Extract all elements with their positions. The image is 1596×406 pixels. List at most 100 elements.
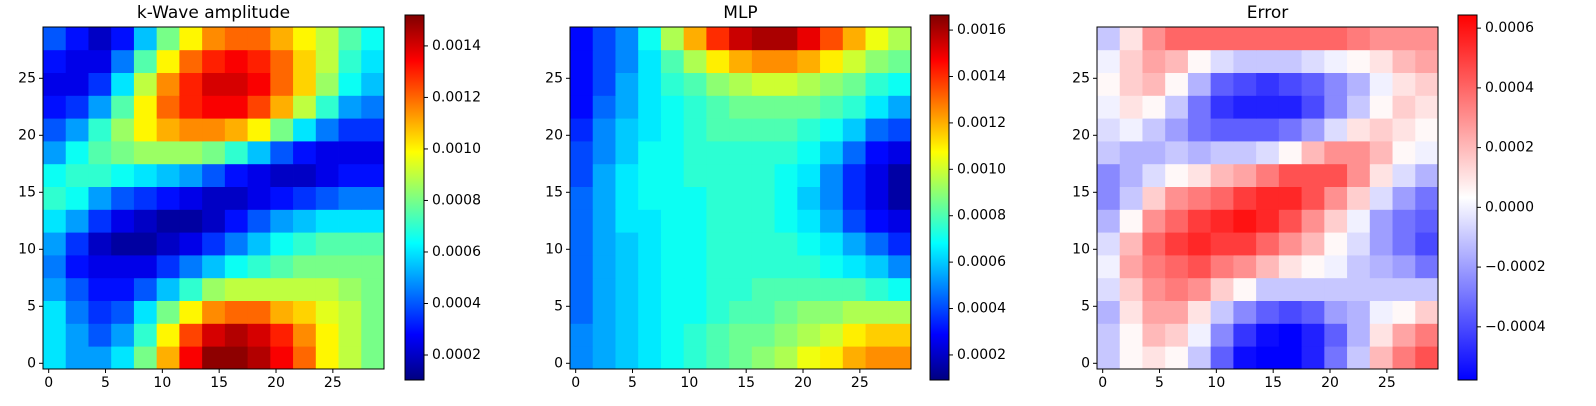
heatmap-cell (1187, 49, 1212, 73)
heatmap-cell (842, 49, 866, 73)
heatmap-cell (202, 186, 226, 210)
heatmap-cell (247, 300, 271, 324)
heatmap-cell (660, 186, 685, 210)
colorbar-tick-label: 0.0008 (432, 192, 481, 208)
heatmap-cell (683, 27, 707, 51)
heatmap-cell (1301, 141, 1325, 165)
heatmap-cell (224, 232, 248, 256)
heatmap-cell (706, 141, 730, 165)
heatmap-cell (224, 323, 248, 347)
heatmap-cell (797, 277, 821, 301)
heatmap-cell (1097, 72, 1121, 96)
heatmap-cell (751, 255, 775, 279)
heatmap-cell (1233, 163, 1257, 187)
heatmap-cell (797, 232, 821, 256)
y-tick-label: 15 (545, 184, 563, 200)
heatmap-cell (270, 209, 294, 233)
heatmap-cell (361, 186, 385, 210)
y-tick-label: 20 (545, 127, 563, 143)
heatmap-cell (1187, 346, 1212, 370)
colorbar-tick-label: 0.0006 (432, 244, 481, 260)
heatmap-cell (43, 49, 67, 73)
chart-title: MLP (723, 3, 757, 23)
heatmap-cell (888, 49, 912, 73)
heatmap-cell (615, 72, 639, 96)
heatmap-cell (1187, 141, 1212, 165)
heatmap-cell (1369, 255, 1393, 279)
heatmap-cell (865, 72, 889, 96)
heatmap-cell (224, 346, 248, 370)
heatmap-cell (1301, 300, 1325, 324)
heatmap-cell (65, 255, 89, 279)
heatmap-cell (751, 49, 775, 73)
heatmap-cell (179, 27, 203, 51)
heatmap-cell (570, 346, 594, 370)
heatmap-cell (1097, 255, 1121, 279)
heatmap-cell (293, 186, 317, 210)
heatmap-cell (1392, 27, 1416, 51)
heatmap-cell (361, 300, 385, 324)
x-tick-label: 5 (628, 375, 637, 391)
heatmap-cell (315, 323, 339, 347)
heatmap-cell (133, 95, 158, 119)
heatmap-cell (88, 163, 112, 187)
heatmap-cell (247, 277, 271, 301)
colorbar (1457, 14, 1478, 381)
heatmap-cell (65, 300, 89, 324)
heatmap-cell (1347, 346, 1371, 370)
heatmap-cell (1187, 27, 1212, 51)
heatmap-cell (1392, 300, 1416, 324)
heatmap-cell (156, 323, 180, 347)
heatmap-cell (293, 72, 317, 96)
heatmap-cell (570, 95, 594, 119)
heatmap-cell (1210, 300, 1234, 324)
heatmap-cell (65, 72, 89, 96)
heatmap-cell (1097, 346, 1121, 370)
heatmap-cell (1097, 141, 1121, 165)
heatmap-cell (1347, 95, 1371, 119)
heatmap-cell (133, 49, 158, 73)
heatmap-cell (842, 277, 866, 301)
heatmap-cell (1142, 209, 1166, 233)
heatmap-cell (1369, 209, 1393, 233)
heatmap-cell (179, 72, 203, 96)
heatmap-cell (65, 49, 89, 73)
heatmap-cell (43, 27, 67, 51)
heatmap-cell (1324, 186, 1348, 210)
heatmap-cell (1210, 72, 1234, 96)
heatmap-cell (1415, 300, 1439, 324)
heatmap-cell (1369, 346, 1393, 370)
heatmap-cell (1301, 72, 1325, 96)
heatmap-cell (842, 300, 866, 324)
heatmap-cell (202, 277, 226, 301)
y-tick-label: 0 (554, 355, 563, 371)
heatmap-cell (1278, 186, 1302, 210)
heatmap-cell (1301, 27, 1325, 51)
heatmap-cell (202, 255, 226, 279)
heatmap-cell (706, 277, 730, 301)
heatmap-cell (842, 141, 866, 165)
heatmap-cell (820, 49, 844, 73)
heatmap-cell (1347, 232, 1371, 256)
heatmap-cell (1119, 163, 1143, 187)
heatmap-cell (1278, 300, 1302, 324)
heatmap-cell (133, 232, 158, 256)
heatmap-cell (88, 346, 112, 370)
heatmap-cell (1142, 118, 1166, 142)
heatmap-cell (1233, 141, 1257, 165)
heatmap-cell (1392, 141, 1416, 165)
heatmap-cell (1165, 209, 1189, 233)
heatmap-cell (179, 118, 203, 142)
heatmap-cell (820, 277, 844, 301)
heatmap-cell (638, 232, 662, 256)
heatmap-cell (570, 255, 594, 279)
heatmap-cell (865, 49, 889, 73)
heatmap-cell (1301, 95, 1325, 119)
heatmap-cell (1369, 186, 1393, 210)
heatmap-cell (1119, 141, 1143, 165)
heatmap-cell (1165, 186, 1189, 210)
heatmap-cell (1165, 323, 1189, 347)
heatmap-cell (338, 300, 362, 324)
heatmap-cell (247, 209, 271, 233)
heatmap-cell (615, 118, 639, 142)
